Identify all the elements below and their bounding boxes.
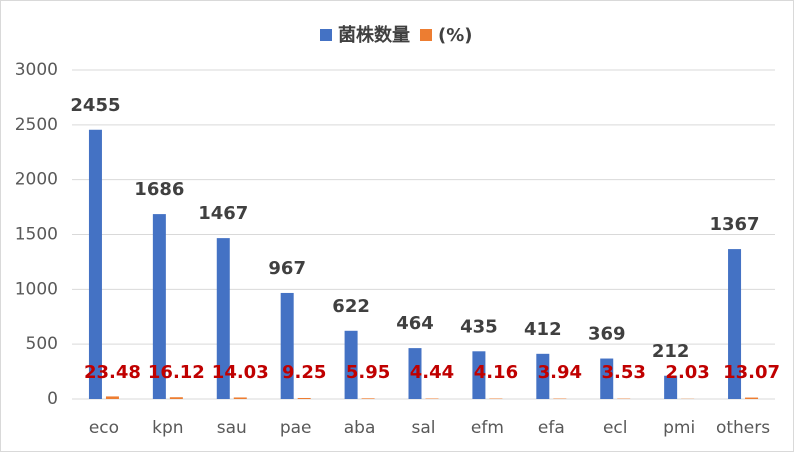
bar [88, 129, 102, 400]
x-tick-label: eco [89, 418, 119, 438]
bar [600, 358, 614, 399]
percent-label: 16.12 [148, 362, 205, 383]
value-label: 2455 [70, 95, 120, 116]
value-label: 412 [524, 319, 562, 340]
bar [536, 353, 550, 399]
bar [472, 351, 486, 399]
percent-label: 23.48 [84, 362, 141, 383]
value-label: 1467 [198, 203, 248, 224]
bar [169, 397, 183, 399]
bar [361, 398, 375, 399]
bar [745, 397, 759, 399]
value-label: 1686 [134, 179, 184, 200]
y-tick-label: 0 [47, 389, 58, 409]
percent-label: 4.44 [410, 362, 454, 383]
percent-label: 5.95 [346, 362, 390, 383]
bar [216, 238, 230, 399]
x-tick-label: pae [280, 418, 312, 438]
x-tick-label: sau [217, 418, 247, 438]
bar [280, 292, 294, 399]
x-tick-label: pmi [663, 418, 695, 438]
value-label: 1367 [709, 214, 759, 235]
x-tick-label: kpn [152, 418, 183, 438]
y-tick-label: 2500 [15, 115, 58, 135]
y-tick-label: 2000 [15, 170, 58, 190]
x-tick-label: sal [412, 418, 436, 438]
x-tick-label: ecl [603, 418, 628, 438]
percent-label: 13.07 [723, 362, 780, 383]
x-tick-label: aba [344, 418, 376, 438]
percent-label: 14.03 [212, 362, 269, 383]
legend-swatch [420, 29, 432, 41]
value-label: 435 [460, 316, 498, 337]
y-tick-label: 1500 [15, 225, 58, 245]
y-tick-label: 3000 [15, 60, 58, 80]
percent-label: 2.03 [665, 362, 709, 383]
percent-label: 3.94 [538, 362, 582, 383]
percent-label: 9.25 [282, 362, 326, 383]
legend-label: 菌株数量 [338, 24, 410, 46]
percent-label: 4.16 [474, 362, 518, 383]
x-tick-label: others [716, 418, 770, 438]
bar [152, 214, 166, 399]
value-label: 369 [588, 324, 626, 345]
y-tick-label: 500 [26, 334, 58, 354]
legend-label: (%) [438, 25, 473, 46]
percent-label: 3.53 [602, 362, 646, 383]
bar [344, 330, 358, 399]
x-tick-label: efm [471, 418, 504, 438]
value-label: 212 [652, 341, 690, 362]
bar [728, 249, 742, 399]
value-label: 464 [396, 313, 434, 334]
y-tick-label: 1000 [15, 279, 58, 299]
bar [105, 396, 119, 399]
bar [233, 397, 247, 399]
value-label: 622 [332, 296, 370, 317]
bar [408, 348, 422, 399]
value-label: 967 [268, 258, 306, 279]
x-tick-label: efa [538, 418, 565, 438]
legend-swatch [320, 29, 332, 41]
bar [297, 397, 311, 399]
bar [664, 375, 678, 399]
